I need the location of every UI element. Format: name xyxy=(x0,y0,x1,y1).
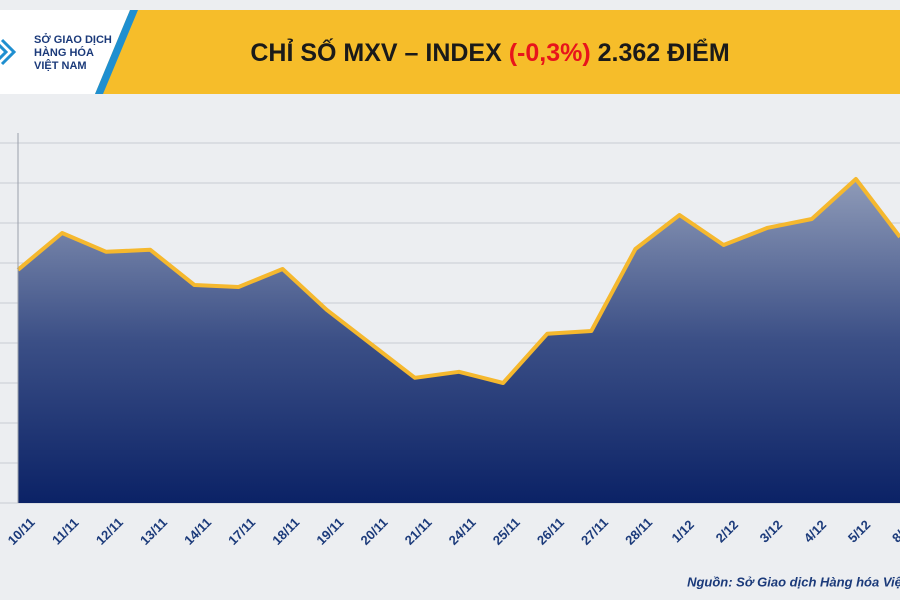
source-note: Nguồn: Sở Giao dịch Hàng hóa Việt Nam xyxy=(687,574,900,589)
logo-icon xyxy=(0,38,17,66)
title-part: 2.362 ĐIỂM xyxy=(591,38,730,67)
x-tick-label: 8/12 xyxy=(889,517,900,546)
logo-text: VIỆT NAM xyxy=(34,59,87,72)
chart-title: CHỈ SỐ MXV – INDEX (-0,3%) 2.362 ĐIỂM xyxy=(250,37,729,67)
logo-panel xyxy=(0,10,130,94)
logo-stripe xyxy=(95,10,138,94)
logo-text: SỞ GIAO DỊCH xyxy=(34,33,112,46)
line xyxy=(16,177,900,385)
plot-area: 10/11 11/11 12/11 13/11 14/11 17/11 18/11 19/11… xyxy=(0,133,900,548)
title-part: CHỈ SỐ MXV – INDEX xyxy=(250,37,508,67)
title-change: (-0,3%) xyxy=(509,39,591,67)
header-band xyxy=(0,10,900,94)
logo-text: HÀNG HÓA xyxy=(34,46,94,59)
area-fill xyxy=(18,179,900,503)
